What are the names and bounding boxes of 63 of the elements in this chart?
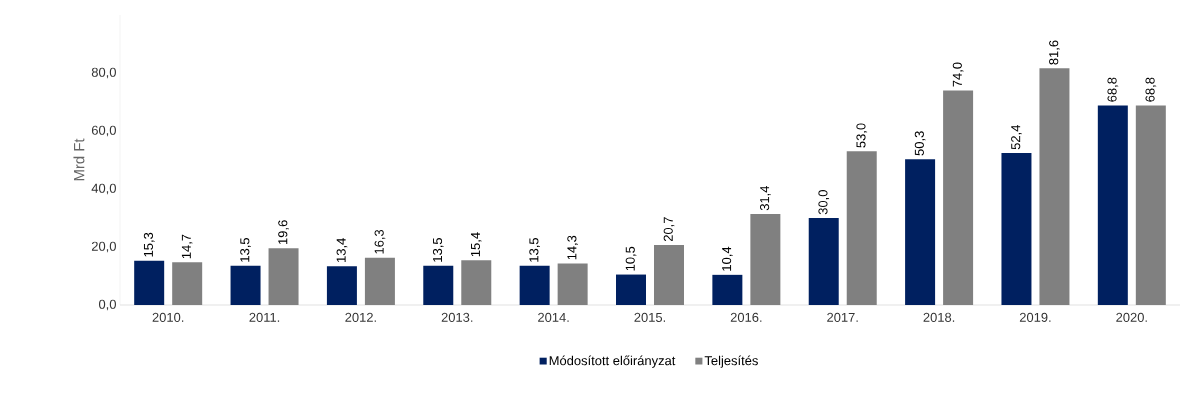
- data-label: 15,4: [471, 232, 482, 257]
- data-label: 15,3: [143, 232, 155, 257]
- data-label: 81,6: [1049, 40, 1060, 65]
- y-axis-title: Mrd Ft: [73, 138, 85, 181]
- data-label: 74,0: [952, 62, 964, 87]
- bar: [172, 262, 203, 305]
- data-label: 16,3: [374, 229, 386, 254]
- legend-label: Módosított előirányzat: [549, 355, 676, 368]
- bar: [808, 218, 839, 305]
- x-tick-label: 2011.: [249, 312, 280, 322]
- bar: [326, 266, 357, 305]
- y-tick-label: 20,0: [91, 241, 116, 253]
- y-tick-label: 80,0: [91, 67, 116, 79]
- bar: [846, 151, 877, 305]
- x-tick-label: 2013.: [441, 312, 473, 322]
- data-label: 10,5: [625, 246, 637, 271]
- data-label: 10,4: [722, 246, 733, 271]
- legend-label: Teljesítés: [704, 355, 758, 368]
- data-label: 68,8: [1107, 77, 1119, 102]
- bar: [230, 265, 261, 305]
- data-label: 31,4: [760, 185, 771, 211]
- data-label: 52,4: [1011, 125, 1022, 150]
- data-label: 13,4: [336, 238, 348, 262]
- y-tick-label: 0,0: [98, 299, 116, 311]
- data-label: 30,0: [818, 190, 830, 215]
- x-tick-label: 2017.: [827, 312, 858, 322]
- x-tick-label: 2020.: [1116, 312, 1147, 322]
- bar: [943, 90, 974, 305]
- bar: [134, 260, 165, 305]
- x-tick-label: 2010.: [152, 312, 184, 322]
- bar: [654, 244, 684, 305]
- x-tick-label: 2015.: [634, 312, 666, 322]
- y-tick-label: 60,0: [91, 125, 116, 137]
- bar: [423, 265, 454, 305]
- data-label: 19,6: [278, 220, 289, 244]
- bar: [364, 257, 395, 305]
- bar: [557, 263, 588, 305]
- x-tick-label: 2012.: [345, 312, 376, 322]
- bar: [519, 265, 550, 305]
- bar: [712, 274, 743, 305]
- bar: [461, 260, 492, 305]
- data-label: 13,5: [240, 238, 251, 262]
- y-tick-label: 40,0: [91, 183, 116, 195]
- bar: [616, 274, 646, 305]
- data-label: 13,5: [432, 238, 444, 262]
- bar: [750, 213, 781, 305]
- x-tick-label: 2016.: [730, 312, 762, 322]
- data-label: 50,3: [914, 131, 926, 156]
- x-tick-label: 2019.: [1019, 312, 1051, 322]
- bar: [1039, 68, 1070, 305]
- data-label: 13,5: [529, 238, 540, 262]
- data-label: 68,8: [1145, 77, 1157, 102]
- bar: [268, 248, 299, 305]
- bar: [905, 159, 936, 305]
- data-label: 14,7: [181, 234, 193, 259]
- data-label: 53,0: [856, 123, 868, 148]
- data-label: 20,7: [663, 217, 675, 242]
- x-tick-label: 2018.: [923, 312, 955, 322]
- data-label: 14,3: [567, 235, 578, 260]
- x-tick-label: 2014.: [538, 312, 569, 322]
- bar: [1001, 153, 1032, 305]
- bar: [1135, 105, 1166, 305]
- bar: [1097, 105, 1128, 305]
